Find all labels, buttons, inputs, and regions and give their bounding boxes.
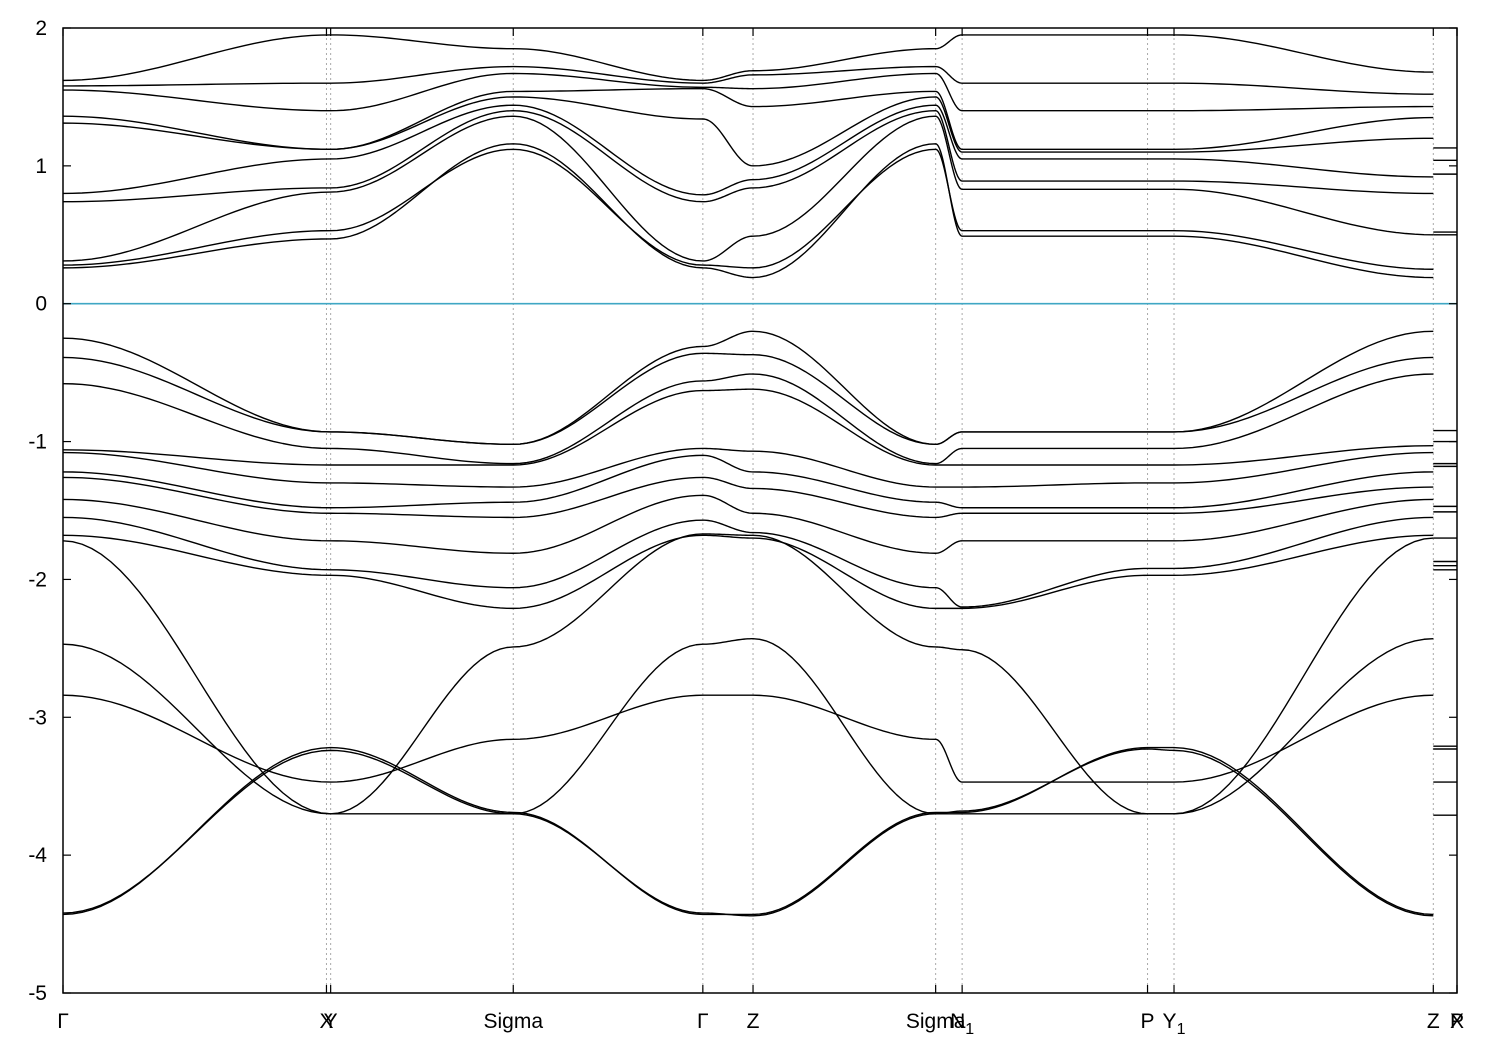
x-tick-label: Γ [697,1010,709,1033]
x-tick-label: P [1450,1010,1464,1033]
band-line [62,494,1434,554]
plot-frame [62,27,1458,994]
x-tick-label: Y [324,1010,338,1033]
x-tick-subscript: 1 [965,1021,974,1038]
x-tick-label: Γ [57,1010,69,1033]
band-line [62,330,1434,446]
x-tick-label: Sigma [483,1010,543,1033]
x-tick-label: Z [1427,1010,1440,1033]
y-tick-label: -5 [28,982,47,1005]
band-line [62,534,1434,610]
x-tick-label: P [1141,1010,1155,1033]
band-line [62,533,1434,815]
band-lines [62,34,1434,917]
y-tick-label: 0 [35,293,47,316]
band-line [62,694,1434,783]
band-line [62,96,1434,167]
band-line [62,143,1434,279]
x-tick-label: X [319,1010,333,1033]
y-tick-label: -2 [28,568,47,591]
band-line [62,447,1434,488]
band-line [62,388,1434,466]
band-line [62,104,1434,196]
x-tick-subscript: 1 [1177,1021,1186,1038]
band-line [62,87,1434,151]
band-line [62,115,1434,262]
band-line [62,373,1434,465]
y-tick-label: -3 [28,706,47,729]
x-tick-label: Z [747,1010,760,1033]
y-axis-ticks: 2 1 0 -1 -2 -3 -4 -5 [28,17,1457,1005]
y-tick-label: 2 [35,17,47,40]
band-line [62,110,1434,203]
y-tick-label: 1 [35,155,47,178]
x-tick-label: Sigma [906,1010,966,1033]
band-line [62,476,1434,519]
band-line [62,65,1434,95]
end-segment-lines [1433,147,1457,816]
band-line [62,34,1434,82]
band-line [62,516,1434,608]
x-tick-label: X [1450,1010,1464,1033]
y-tick-label: -4 [28,844,47,867]
band-line [62,148,1434,270]
band-line [62,746,1434,916]
band-line [62,454,1434,509]
band-line [62,748,1434,917]
band-line [62,72,1434,112]
y-tick-label: -1 [28,431,47,454]
